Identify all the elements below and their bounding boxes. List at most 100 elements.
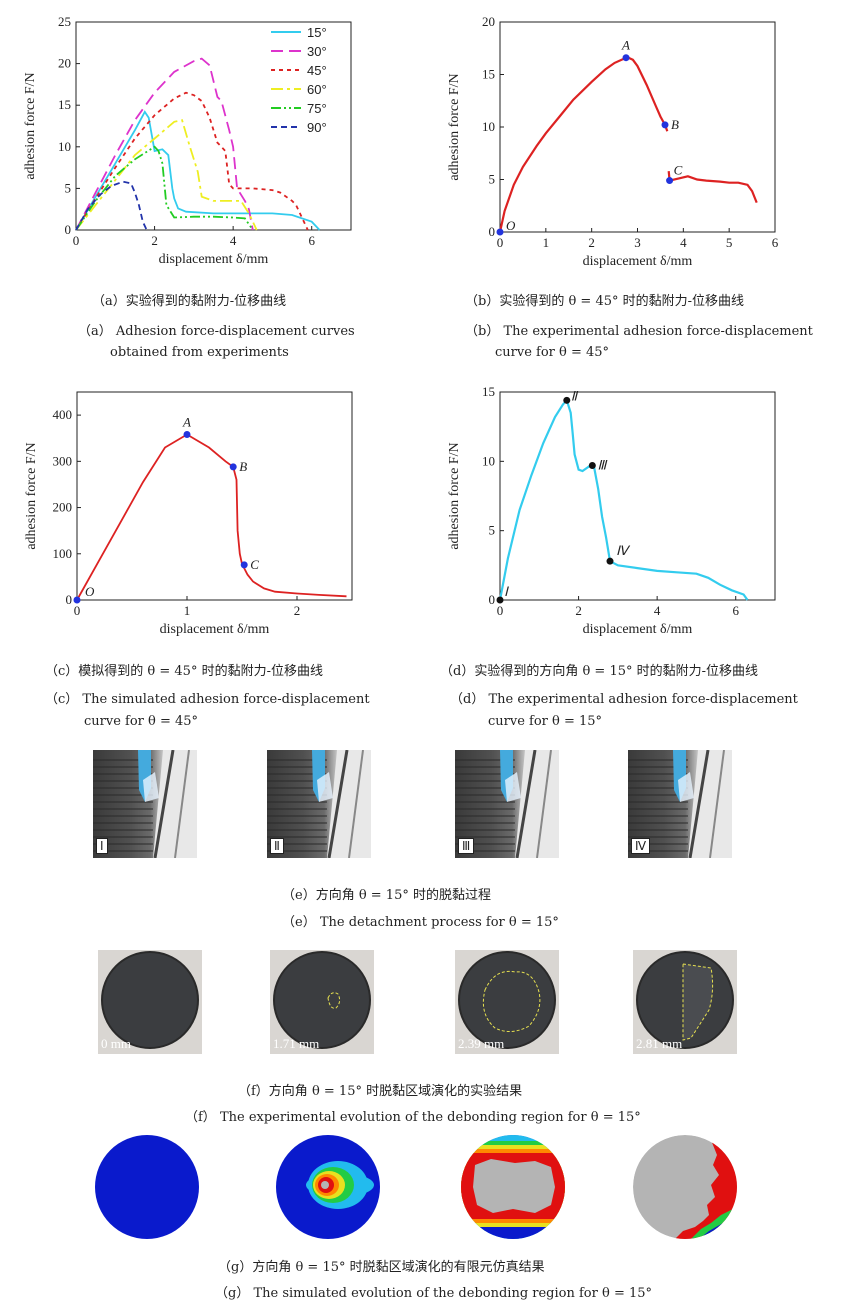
frame-label: Ⅰ xyxy=(96,838,108,854)
point-label-O: O xyxy=(506,218,516,233)
series-line-0 xyxy=(498,56,669,233)
disk-rim xyxy=(101,951,199,1049)
disk-scene xyxy=(636,951,734,1049)
plot-frame xyxy=(76,391,353,601)
caption-d-cn: （d）实验得到的方向角 θ = 15° 时的黏附力-位移曲线 xyxy=(440,664,759,679)
caption-c-en-1: （c） The simulated adhesion force-displac… xyxy=(45,692,370,707)
y-tick-label: 20 xyxy=(58,56,71,71)
x-tick-label: 1 xyxy=(184,603,191,618)
point-Ⅰ xyxy=(496,596,504,604)
fixture-edge xyxy=(515,750,537,858)
chart-b: 0 1 2 3 4 5 6 0 5 10 15 20 displacement δ/mm adhesion… xyxy=(447,14,779,269)
tape-fold xyxy=(317,772,333,802)
fe-disk-1 xyxy=(95,1135,199,1239)
frame-label: Ⅳ xyxy=(631,838,651,854)
x-tick-label: 0 xyxy=(73,233,80,248)
debond-boundary xyxy=(327,992,341,1009)
point-A xyxy=(183,431,191,439)
y-tick-label: 400 xyxy=(53,407,73,422)
x-tick-label: 2 xyxy=(151,233,158,248)
caption-d-en-2: curve for θ = 15° xyxy=(488,714,603,729)
disk-scene xyxy=(101,951,199,1049)
x-tick-label: 3 xyxy=(634,235,641,250)
caption-f-cn: （f）方向角 θ = 15° 时脱黏区域演化的实验结果 xyxy=(238,1084,523,1099)
fixture-edge xyxy=(688,750,710,858)
y-tick-label: 5 xyxy=(489,523,496,538)
debond-photo-1: 0 mm xyxy=(98,950,202,1054)
x-tick-label: 2 xyxy=(575,603,582,618)
point-B xyxy=(229,463,237,471)
fe-disk-3 xyxy=(461,1135,565,1239)
caption-g-en: （g） The simulated evolution of the debon… xyxy=(215,1286,653,1301)
frame-label: Ⅱ xyxy=(270,838,284,854)
caption-c-cn: （c）模拟得到的 θ = 45° 时的黏附力-位移曲线 xyxy=(45,664,323,679)
y-tick-label: 15 xyxy=(482,384,495,399)
point-label-A: A xyxy=(182,415,191,430)
fixture-edge xyxy=(153,750,175,858)
photo-scene xyxy=(628,750,732,858)
plot-frame xyxy=(499,391,776,601)
detachment-photo-3: Ⅲ xyxy=(455,750,559,858)
y-axis-label: adhesion force F/N xyxy=(24,442,39,549)
point-A xyxy=(622,54,630,62)
series-line-30° xyxy=(75,57,254,231)
disk-rim xyxy=(273,951,371,1049)
displacement-label: 2.39 mm xyxy=(458,1036,505,1051)
chart-d: 0 2 4 6 0 5 10 15 displacement δ/mm adhesion forc… xyxy=(447,384,776,637)
legend-entry: 90° xyxy=(307,120,327,135)
fixture-edge xyxy=(536,750,552,858)
disk-scene xyxy=(273,951,371,1049)
point-label-C: C xyxy=(674,163,683,178)
debond-photo-4: 2.81 mm xyxy=(633,950,737,1054)
plot-frame xyxy=(75,21,352,231)
series-line-45° xyxy=(75,91,309,231)
displacement-label: 1.71 mm xyxy=(273,1036,320,1051)
fixture-edge xyxy=(709,750,725,858)
series-line-60° xyxy=(75,119,258,231)
fixture-edge xyxy=(327,750,349,858)
y-tick-label: 100 xyxy=(53,546,73,561)
series-line-1 xyxy=(667,170,758,204)
point-label-Ⅰ: Ⅰ xyxy=(504,584,509,599)
chart-c: 0 1 2 0 100 200 300 400 displacement δ/mm adhesio… xyxy=(24,391,353,637)
x-tick-label: 4 xyxy=(230,233,237,248)
debond-boundary xyxy=(482,970,541,1032)
photo-scene xyxy=(93,750,197,858)
legend-entry: 45° xyxy=(307,63,327,78)
point-C xyxy=(666,177,674,185)
x-tick-label: 2 xyxy=(294,603,301,618)
series-line-0 xyxy=(76,433,347,601)
photo-scene xyxy=(455,750,559,858)
tape-fold xyxy=(505,772,521,802)
tape-fold xyxy=(143,772,159,802)
x-tick-label: 5 xyxy=(726,235,733,250)
x-axis-label: displacement δ/mm xyxy=(160,622,270,637)
caption-b-cn: （b）实验得到的 θ = 45° 时的黏附力-位移曲线 xyxy=(465,294,745,309)
point-O xyxy=(496,228,504,236)
y-tick-label: 20 xyxy=(482,14,495,29)
point-label-Ⅳ: Ⅳ xyxy=(616,543,631,558)
caption-b-en-1: （b） The experimental adhesion force-disp… xyxy=(465,324,813,339)
detachment-photo-1: Ⅰ xyxy=(93,750,197,858)
displacement-label: 2.81 mm xyxy=(636,1036,683,1051)
disk xyxy=(274,952,370,1048)
y-tick-label: 5 xyxy=(489,172,496,187)
series-line-75° xyxy=(75,145,254,231)
x-axis-label: displacement δ/mm xyxy=(583,622,693,637)
y-tick-label: 15 xyxy=(482,67,495,82)
detachment-photo-4: Ⅳ xyxy=(628,750,732,858)
y-tick-label: 15 xyxy=(58,97,71,112)
debond-boundary xyxy=(682,963,714,1041)
y-tick-label: 0 xyxy=(489,224,496,239)
y-tick-label: 200 xyxy=(53,500,73,515)
legend-entry: 60° xyxy=(307,82,327,97)
series-line-15° xyxy=(75,110,321,231)
fixture xyxy=(688,750,732,858)
x-axis-label: displacement δ/mm xyxy=(159,252,269,267)
point-label-C: C xyxy=(250,557,259,572)
y-axis-label: adhesion force F/N xyxy=(447,442,462,549)
detachment-photo-2: Ⅱ xyxy=(267,750,371,858)
disk-scene xyxy=(458,951,556,1049)
x-tick-label: 6 xyxy=(732,603,739,618)
point-O xyxy=(73,596,81,604)
